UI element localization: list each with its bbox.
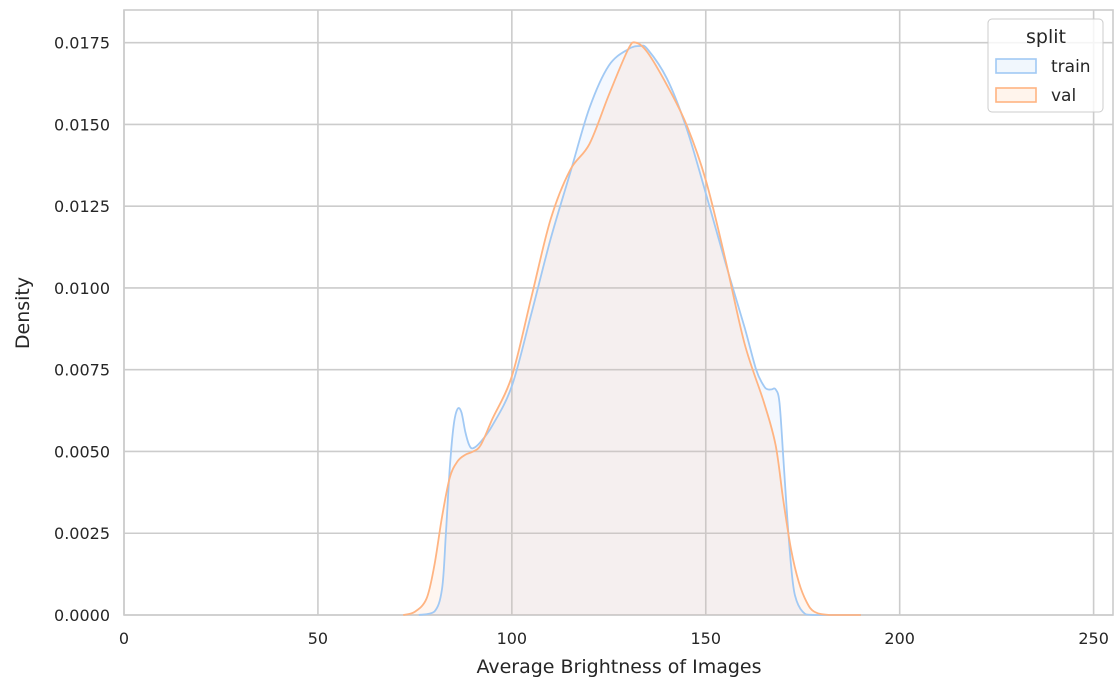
x-tick-label: 250: [1078, 629, 1109, 648]
series-lines: [403, 41, 861, 616]
y-tick-label: 0.0125: [54, 197, 110, 216]
y-tick-label: 0.0175: [54, 34, 110, 53]
area-train: [418, 45, 861, 616]
y-tick-label: 0.0000: [54, 606, 110, 625]
x-tick-label: 200: [884, 629, 915, 648]
legend-swatch-train: [995, 58, 1037, 74]
legend: split train val: [987, 18, 1104, 113]
x-tick-label: 150: [690, 629, 721, 648]
series-areas: [403, 42, 861, 616]
x-tick-labels: 0 50 100 150 200 250: [119, 629, 1109, 648]
y-tick-label: 0.0025: [54, 524, 110, 543]
line-train: [418, 44, 861, 616]
y-tick-label: 0.0050: [54, 442, 110, 461]
y-tick-label: 0.0100: [54, 279, 110, 298]
plot-frame: [123, 9, 1114, 616]
legend-label-val: val: [1051, 86, 1076, 106]
legend-title: split: [1026, 26, 1066, 48]
x-tick-label: 0: [119, 629, 129, 648]
line-val: [403, 41, 861, 616]
y-tick-labels: 0.0000 0.0025 0.0050 0.0075 0.0100 0.0125 0.01…: [54, 34, 110, 625]
legend-label-train: train: [1051, 57, 1091, 77]
plot-border: [123, 9, 1114, 616]
legend-swatch-val: [995, 87, 1037, 103]
x-axis-label: Average Brightness of Images: [476, 656, 761, 678]
x-tick-label: 50: [308, 629, 328, 648]
x-tick-label: 100: [497, 629, 528, 648]
area-val: [403, 42, 861, 616]
y-tick-label: 0.0150: [54, 115, 110, 134]
y-tick-label: 0.0075: [54, 361, 110, 380]
y-axis-label: Density: [12, 277, 34, 349]
